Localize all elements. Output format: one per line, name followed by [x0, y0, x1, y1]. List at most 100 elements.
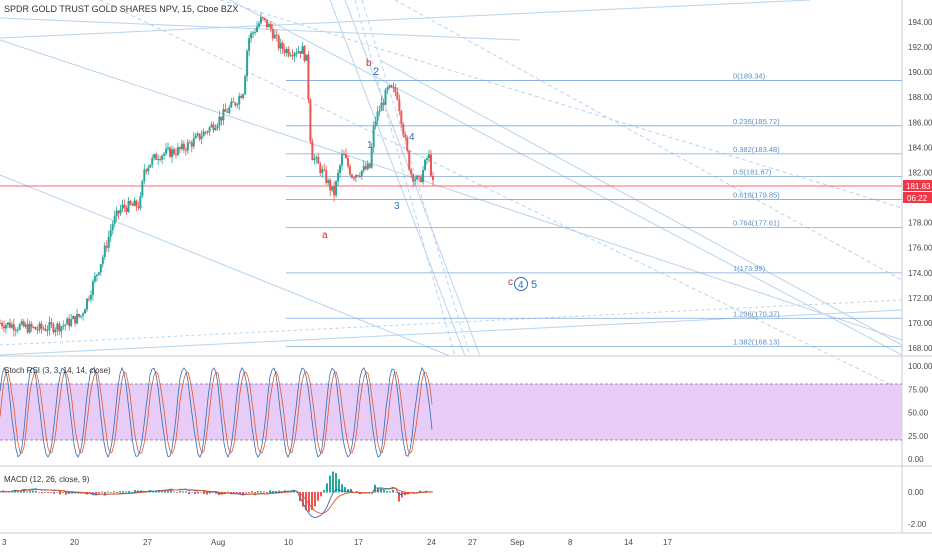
date-tick-label: 24 — [427, 538, 436, 547]
macd-hist-bar — [248, 492, 250, 493]
candle-body — [426, 158, 429, 160]
date-axis: 3 20 27 Aug 10 17 24 27 Sep 8 14 17 — [2, 538, 672, 547]
candle-body — [420, 176, 423, 183]
macd-hist-bar — [20, 491, 22, 493]
candle-body — [123, 204, 126, 208]
date-tick-label: 17 — [663, 538, 672, 547]
candle-body — [311, 141, 314, 161]
macd-hist-bar — [200, 491, 202, 493]
candle-body — [111, 223, 114, 231]
candle-body — [42, 328, 45, 330]
candle-body — [305, 54, 308, 61]
stoch-tick-label: 50.00 — [908, 409, 929, 418]
candle-body — [178, 147, 181, 150]
macd-hist-bar — [236, 492, 238, 494]
stoch-axis: 100.00 75.00 50.00 25.00 0.00 — [908, 362, 932, 464]
macd-hist-bar — [341, 484, 343, 493]
macd-hist-bar — [269, 490, 271, 493]
macd-hist-bar — [398, 492, 400, 502]
macd-hist-bar — [383, 490, 385, 493]
candle-body — [410, 169, 413, 175]
candle-body — [271, 28, 274, 39]
candle-body — [406, 137, 409, 151]
stoch-band — [0, 384, 902, 440]
candle-body — [16, 329, 19, 331]
candle-body — [212, 124, 215, 131]
candle-body — [202, 131, 205, 137]
fibonacci-retracement — [286, 80, 902, 347]
macd-hist-bar — [170, 490, 172, 493]
macd-hist-bar — [209, 492, 211, 494]
candle-body — [6, 322, 9, 325]
macd-hist-bar — [68, 492, 70, 494]
candle-body — [135, 200, 138, 207]
macd-hist-bar — [38, 492, 40, 493]
date-tick-label: 14 — [624, 538, 633, 547]
date-tick-label: 27 — [468, 538, 477, 547]
candle-body — [143, 169, 146, 181]
stoch-tick-label: 100.00 — [908, 362, 932, 371]
wave-label-4-upper: 4 — [409, 132, 415, 143]
candle-body — [210, 124, 213, 128]
candle-body — [169, 147, 172, 157]
macd-hist-bar — [392, 489, 394, 493]
macd-hist-bar — [188, 492, 190, 495]
macd-axis: 0.00 -2.00 — [908, 488, 927, 529]
macd-hist-bar — [101, 491, 103, 493]
candle-body — [76, 313, 79, 324]
candle-body — [279, 42, 282, 49]
candle-body — [315, 157, 318, 159]
price-tick-label: 182.00 — [908, 168, 932, 177]
date-tick-label: 20 — [70, 538, 79, 547]
candle-body — [56, 323, 59, 330]
macd-hist-bar — [56, 491, 58, 493]
candle-body — [12, 324, 15, 331]
candle-body — [301, 46, 304, 54]
candle-body — [402, 124, 405, 135]
candle-body — [32, 327, 35, 329]
macd-hist-bar — [386, 491, 388, 493]
macd-hist-bar — [5, 492, 7, 493]
macd-hist-bar — [29, 490, 31, 493]
macd-hist-bar — [47, 492, 49, 493]
macd-hist-bar — [182, 491, 184, 493]
fib-level-label: 0(189.34) — [733, 71, 766, 80]
candle-body — [8, 322, 11, 328]
macd-hist-bar — [254, 492, 256, 494]
candle-body — [147, 167, 150, 172]
candle-body — [259, 17, 262, 24]
date-tick-label: Aug — [211, 538, 225, 547]
stoch-tick-label: 75.00 — [908, 385, 929, 394]
candle-body — [151, 157, 154, 165]
macd-hist-bar — [314, 492, 316, 507]
date-tick-label: 27 — [143, 538, 152, 547]
candle-body — [275, 34, 278, 36]
fib-level-label: 1.236(170.37) — [733, 309, 780, 318]
wave-label-2: 2 — [373, 66, 379, 78]
candle-body — [165, 148, 168, 154]
fib-level-label: 0.764(177.61) — [733, 219, 780, 228]
wave-label-c: c — [508, 277, 513, 288]
candle-body — [254, 31, 257, 33]
macd-hist-bar — [266, 492, 268, 494]
candle-body — [139, 195, 142, 209]
candle-body — [339, 165, 342, 173]
candle-body — [125, 207, 128, 212]
candle-body — [244, 76, 247, 95]
candle-body — [180, 143, 183, 150]
candle-body — [354, 175, 357, 178]
candle-body — [372, 125, 375, 148]
candle-body — [163, 153, 166, 156]
candle-body — [246, 50, 249, 77]
candle-body — [85, 298, 88, 310]
macd-hist-bar — [89, 492, 91, 494]
candle-body — [366, 163, 369, 170]
candle-body — [226, 111, 229, 113]
candle-body — [309, 99, 312, 142]
macd-hist-bar — [116, 492, 118, 493]
candle-body — [216, 125, 219, 129]
candle-body — [234, 102, 237, 106]
candle-body — [99, 264, 102, 273]
candle-body — [82, 313, 85, 316]
macd-tick-label: -2.00 — [908, 520, 927, 529]
